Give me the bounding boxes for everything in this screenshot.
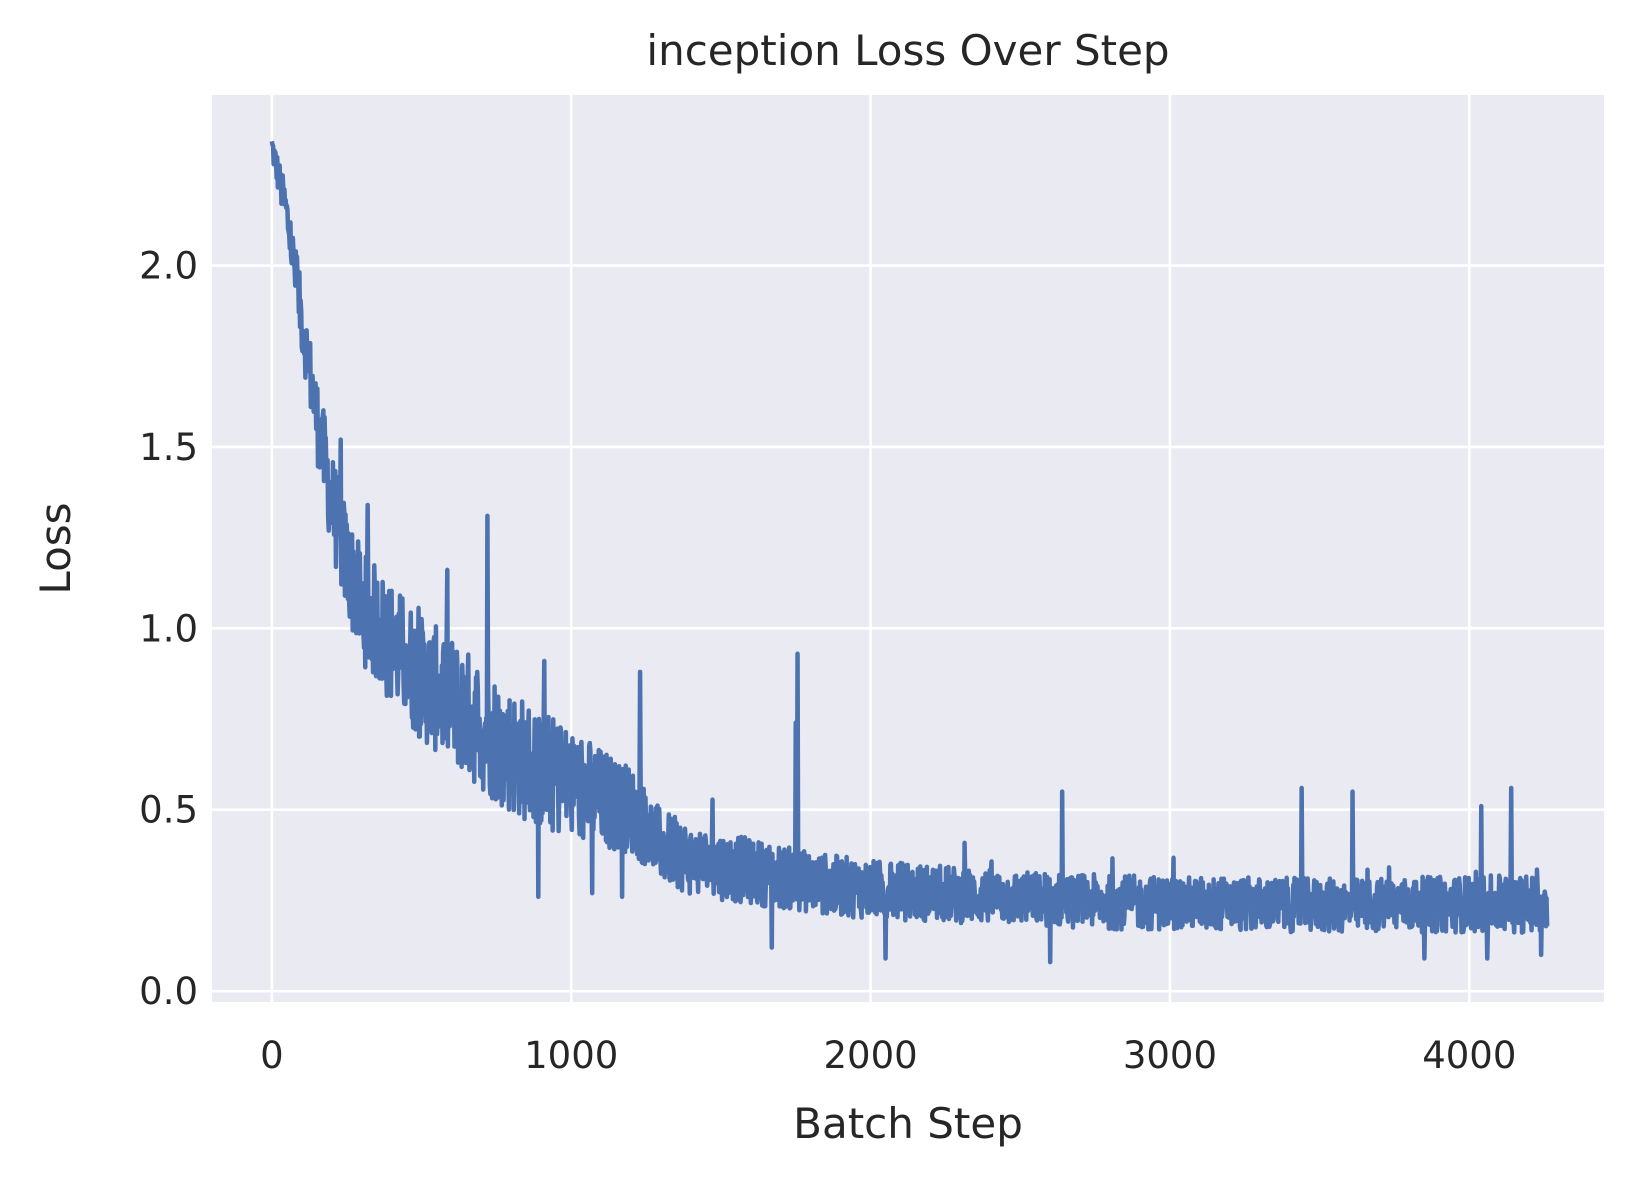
y-axis-label: Loss [31, 502, 80, 594]
y-tick-label: 2.0 [139, 245, 198, 288]
y-tick-label: 1.5 [139, 426, 198, 469]
y-tick-label: 0.5 [139, 789, 198, 832]
y-tick-label: 1.0 [139, 607, 198, 650]
x-tick-label: 2000 [823, 1034, 917, 1077]
plot-area [212, 95, 1604, 1002]
x-tick-label: 3000 [1123, 1034, 1217, 1077]
y-tick-labels: 0.0 0.5 1.0 1.5 2.0 [139, 245, 198, 1014]
x-tick-label: 4000 [1422, 1034, 1516, 1077]
x-axis-label: Batch Step [793, 1099, 1023, 1148]
x-tick-label: 1000 [524, 1034, 618, 1077]
series-group [269, 140, 1550, 965]
y-tick-label: 0.0 [139, 970, 198, 1013]
x-tick-label: 0 [260, 1034, 284, 1077]
grid-lines [212, 95, 1604, 1002]
series-line [269, 140, 1550, 965]
chart-title: inception Loss Over Step [646, 26, 1169, 75]
x-tick-labels: 0 1000 2000 3000 4000 [260, 1034, 1516, 1077]
